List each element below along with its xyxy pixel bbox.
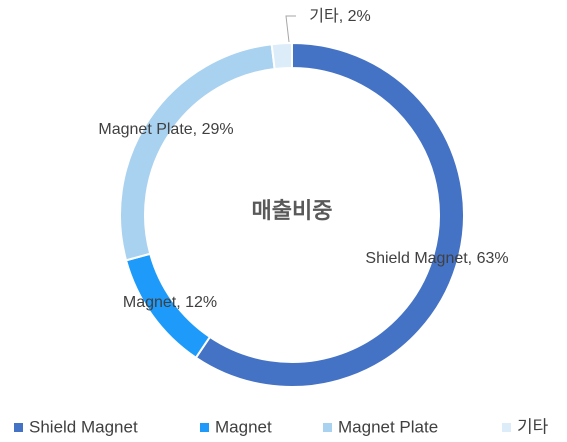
legend-swatch [323, 423, 332, 432]
legend-swatch [14, 423, 23, 432]
slice [119, 43, 276, 262]
data-label: Shield Magnet, 63% [365, 250, 509, 267]
leader-line [285, 15, 296, 43]
legend-swatch [502, 423, 511, 432]
legend-label: Magnet Plate [338, 417, 438, 436]
chart-title: 매출비중 [252, 198, 333, 223]
data-label: Magnet Plate, 29% [98, 121, 234, 138]
slice [270, 41, 293, 71]
data-label: 기타, 2% [309, 8, 371, 25]
legend-label: 기타 [517, 417, 549, 436]
legend-label: Magnet [215, 417, 272, 436]
legend-swatch [200, 423, 209, 432]
data-label: Magnet, 12% [122, 294, 218, 311]
legend-label: Shield Magnet [29, 417, 138, 436]
